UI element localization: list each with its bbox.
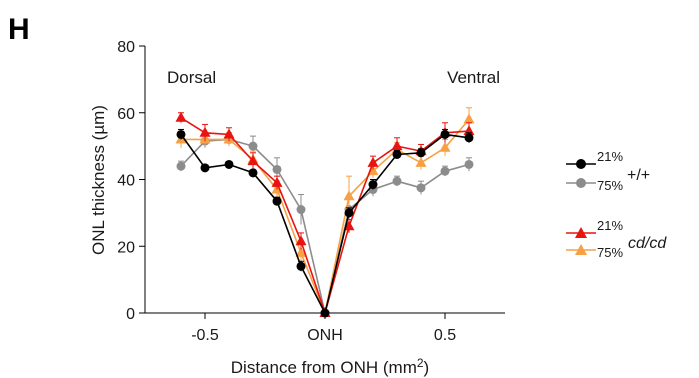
data-point <box>368 180 378 190</box>
data-point <box>176 161 186 171</box>
legend-marker-21-cd <box>575 227 587 238</box>
legend-label-21-cd: 21% <box>597 218 623 233</box>
data-point <box>464 133 474 143</box>
region-label-ventral: Ventral <box>447 68 500 87</box>
data-point <box>199 126 211 137</box>
legend-marker-75-cd <box>575 244 587 255</box>
chart-axes: 0 20 40 60 80 -0.5 ONH 0.5 <box>117 39 505 344</box>
data-point <box>367 156 379 167</box>
data-point <box>344 208 354 218</box>
data-point <box>367 165 379 176</box>
x-tick-label: ONH <box>307 327 343 344</box>
series-0 <box>176 128 474 318</box>
series-3 <box>175 107 475 317</box>
plot-area <box>175 107 475 318</box>
data-point <box>248 141 258 151</box>
legend-label-75-wt: 75% <box>597 178 623 193</box>
series-2 <box>175 111 475 317</box>
legend-genotype-cd: cd/cd <box>628 235 667 252</box>
x-axis-title-tail: ) <box>424 358 430 377</box>
legend: 21% 75% +/+ 21% 75% cd/cd <box>566 149 667 260</box>
data-point <box>464 159 474 169</box>
legend-label-21-wt: 21% <box>597 149 623 164</box>
data-point <box>224 159 234 169</box>
y-tick-label: 80 <box>117 39 135 56</box>
data-point <box>295 246 307 257</box>
y-tick-label: 60 <box>117 106 135 123</box>
y-tick-label: 20 <box>117 239 135 256</box>
data-point <box>416 183 426 193</box>
data-point <box>439 141 451 152</box>
data-point <box>320 308 330 318</box>
data-point <box>247 155 259 166</box>
data-point <box>272 196 282 206</box>
data-point <box>271 176 283 187</box>
data-point <box>415 156 427 167</box>
x-axis-title-superscript: 2 <box>417 356 424 370</box>
legend-marker-21-wt <box>576 159 586 169</box>
y-tick-label: 0 <box>126 306 135 323</box>
data-point <box>391 140 403 151</box>
x-axis-title-main: Distance from ONH (mm <box>231 358 417 377</box>
data-point <box>440 129 450 139</box>
legend-genotype-wt: +/+ <box>627 167 650 184</box>
data-point <box>200 163 210 173</box>
data-point <box>416 148 426 158</box>
data-point <box>440 166 450 176</box>
legend-marker-75-wt <box>576 178 586 188</box>
legend-label-75-cd: 75% <box>597 245 623 260</box>
data-point <box>223 128 235 139</box>
x-tick-label: 0.5 <box>434 327 456 344</box>
data-point <box>463 113 475 124</box>
y-axis-title: ONL thickness (µm) <box>89 105 108 255</box>
data-point <box>175 111 187 122</box>
y-tick-label: 40 <box>117 173 135 190</box>
series-1 <box>176 132 474 318</box>
series-line <box>180 133 470 314</box>
data-point <box>392 176 402 186</box>
data-point <box>392 149 402 159</box>
data-point <box>176 129 186 139</box>
data-point <box>296 205 306 215</box>
x-axis-title: Distance from ONH (mm2) <box>231 356 429 377</box>
x-tick-label: -0.5 <box>191 327 219 344</box>
data-point <box>343 190 355 201</box>
panel-label: H <box>8 13 30 46</box>
data-point <box>296 261 306 271</box>
data-point <box>272 164 282 174</box>
series-line <box>180 117 470 314</box>
data-point <box>295 235 307 246</box>
data-point <box>248 168 258 178</box>
region-label-dorsal: Dorsal <box>167 68 216 87</box>
